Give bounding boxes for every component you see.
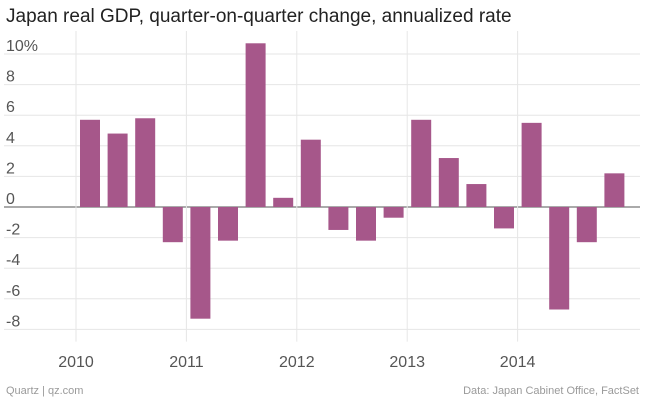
x-tick-label: 2012 — [279, 354, 315, 371]
y-tick-label: 0 — [6, 191, 15, 208]
bars — [80, 43, 625, 319]
bar-2013-Q3 — [466, 184, 487, 207]
bar-2011-Q3 — [245, 43, 266, 207]
bar-2012-Q4 — [383, 207, 404, 218]
bar-2010-Q1 — [80, 119, 100, 207]
y-tick-label: -6 — [6, 283, 20, 300]
bar-2013-Q1 — [411, 119, 432, 207]
footer-publisher: Quartz | qz.com — [6, 385, 84, 397]
x-tick-label: 2014 — [500, 354, 536, 371]
y-tick-label: -8 — [6, 313, 20, 330]
bar-2011-Q4 — [273, 197, 294, 207]
bar-2010-Q3 — [135, 118, 156, 207]
x-tick-label: 2011 — [169, 354, 204, 371]
bar-2014-Q4 — [604, 173, 625, 207]
y-tick-label: -2 — [6, 222, 20, 239]
bar-2011-Q1 — [190, 207, 211, 319]
x-tick-label: 2010 — [58, 354, 94, 371]
bar-2010-Q4 — [162, 207, 183, 243]
x-tick-label: 2013 — [389, 354, 425, 371]
bar-2012-Q3 — [356, 207, 376, 241]
y-tick-label: 10% — [6, 38, 38, 55]
bar-2011-Q2 — [218, 207, 238, 241]
y-tick-label: 8 — [6, 69, 15, 86]
bar-2012-Q2 — [328, 207, 349, 230]
bar-2014-Q3 — [576, 207, 597, 243]
chart-title: Japan real GDP, quarter-on-quarter chang… — [6, 6, 512, 27]
bar-2013-Q2 — [438, 158, 459, 207]
bar-2014-Q2 — [549, 207, 570, 310]
y-axis-labels: 10% 8 6 4 2 0 -2 -4 -6 -8 — [6, 38, 38, 330]
bar-2013-Q4 — [494, 207, 514, 229]
y-tick-label: -4 — [6, 252, 20, 269]
bar-2014-Q1 — [521, 122, 542, 207]
y-tick-label: 4 — [6, 130, 15, 147]
bar-2010-Q2 — [107, 133, 128, 207]
footer-source: Data: Japan Cabinet Office, FactSet — [463, 385, 639, 397]
x-axis-labels: 2010 2011 2012 2013 2014 — [58, 354, 535, 371]
y-tick-label: 2 — [6, 160, 15, 177]
y-tick-label: 6 — [6, 99, 15, 116]
bar-2012-Q1 — [300, 139, 321, 207]
